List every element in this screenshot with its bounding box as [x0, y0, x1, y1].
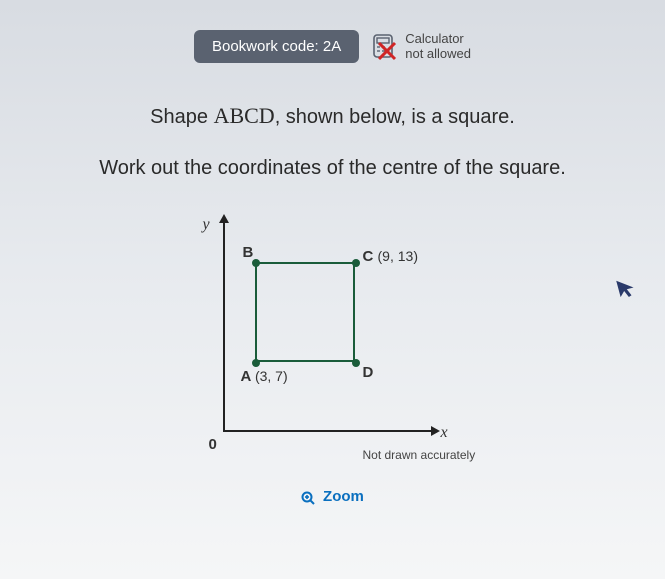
figure: y x 0 B C (9, 13) A (3, 7) D Not drawn a… — [183, 210, 483, 470]
question-line-2: Work out the coordinates of the centre o… — [0, 157, 665, 180]
q1-abcd: ABCD — [214, 103, 275, 128]
x-axis-label: x — [441, 424, 448, 442]
question-line-1: Shape ABCD, shown below, is a square. — [0, 103, 665, 129]
y-axis-arrow-icon — [219, 214, 229, 223]
vertex-c-label: C (9, 13) — [363, 248, 418, 265]
calculator-not-allowed-icon — [371, 33, 399, 61]
vertex-a-coord: (3, 7) — [255, 368, 288, 384]
vertex-a-dot — [252, 359, 260, 367]
origin-label: 0 — [209, 436, 217, 453]
vertex-c-letter: C — [363, 248, 374, 265]
calculator-line1: Calculator — [405, 32, 471, 46]
q1-prefix: Shape — [150, 106, 213, 128]
not-drawn-accurately: Not drawn accurately — [363, 448, 476, 462]
zoom-button[interactable]: Zoom — [323, 488, 364, 505]
vertex-c-coord: (9, 13) — [378, 248, 418, 264]
vertex-a-label: A (3, 7) — [241, 368, 288, 385]
calculator-status: Calculator not allowed — [371, 32, 471, 61]
square-abcd — [255, 262, 355, 362]
x-axis-arrow-icon — [431, 426, 440, 436]
vertex-a-letter: A — [241, 368, 251, 385]
vertex-d-dot — [352, 359, 360, 367]
y-axis — [223, 220, 225, 430]
x-axis — [223, 430, 433, 432]
zoom-icon[interactable] — [301, 489, 319, 505]
vertex-b-label: B — [243, 244, 254, 261]
bookwork-code-pill: Bookwork code: 2A — [194, 30, 359, 63]
calculator-line2: not allowed — [405, 47, 471, 61]
q1-suffix: , shown below, is a square. — [275, 106, 515, 128]
vertex-d-label: D — [363, 364, 374, 381]
y-axis-label: y — [203, 216, 210, 234]
vertex-c-dot — [352, 259, 360, 267]
